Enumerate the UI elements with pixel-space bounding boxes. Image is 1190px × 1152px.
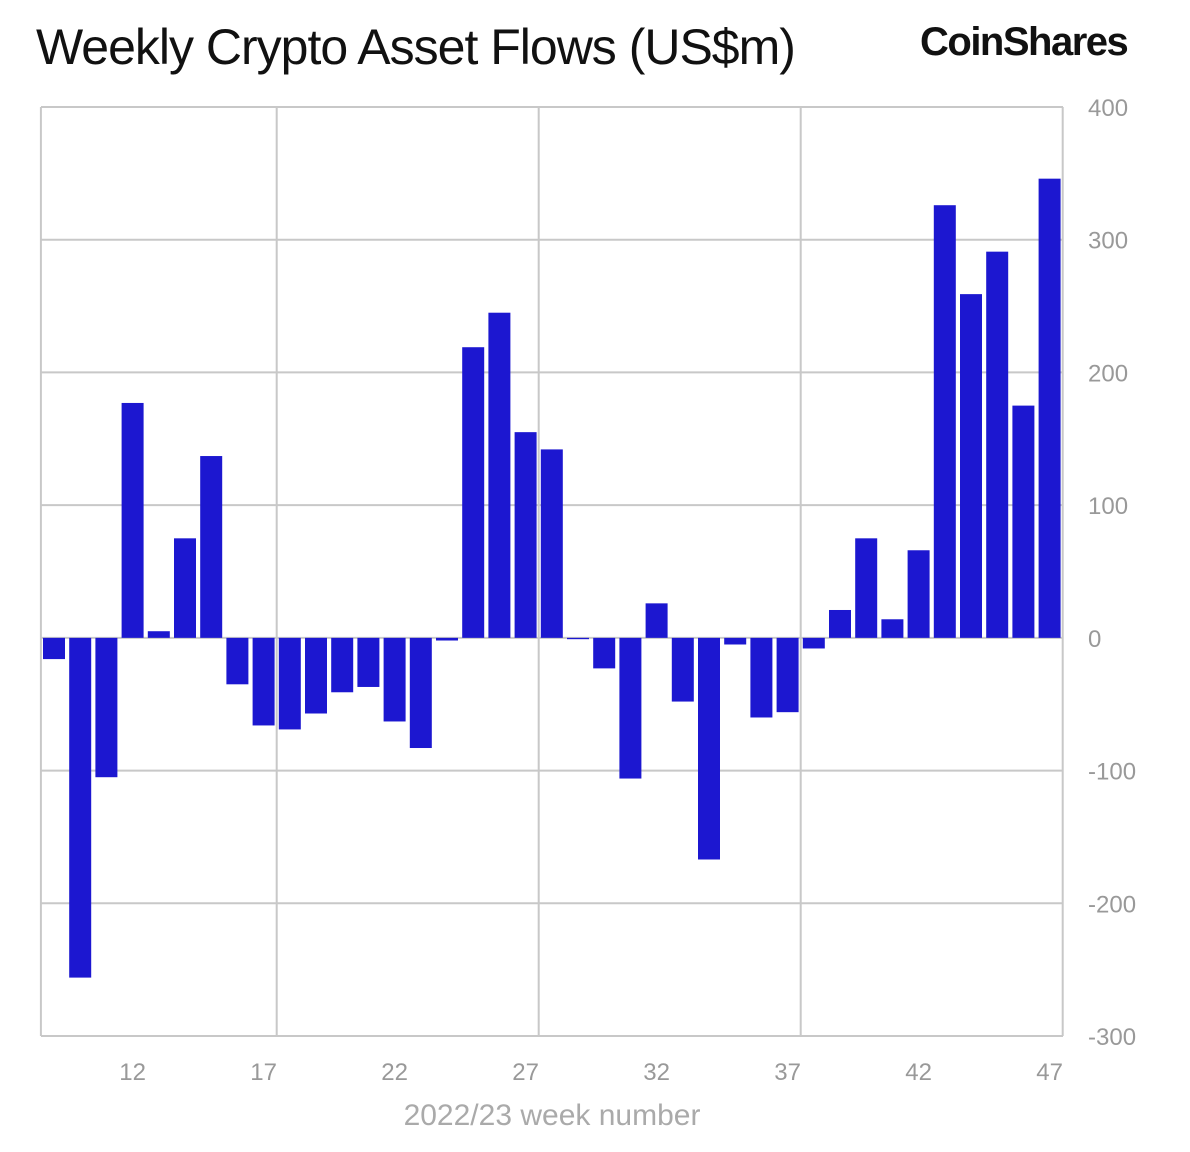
y-tick-label: 100 — [1088, 493, 1128, 520]
y-tick-label: 400 — [1088, 95, 1128, 122]
bar-week-24 — [436, 637, 458, 641]
bar-week-23 — [409, 637, 432, 749]
bar-week-38 — [802, 637, 825, 649]
coinshares-logo: CoinShares — [920, 20, 1129, 64]
bar-week-14 — [174, 538, 196, 638]
bar-week-11 — [95, 637, 118, 778]
bar-week-34 — [698, 637, 720, 860]
bar-week-10 — [69, 637, 92, 978]
bar-week-21 — [357, 637, 380, 687]
bar-week-25 — [462, 347, 485, 638]
y-tick-label: 0 — [1088, 626, 1101, 653]
x-tick-label: 22 — [381, 1059, 408, 1086]
x-tick-label: 37 — [774, 1059, 801, 1086]
bar-week-15 — [200, 456, 223, 638]
x-tick-label: 47 — [1036, 1059, 1063, 1086]
x-tick-label: 32 — [643, 1059, 670, 1086]
bar-week-40 — [855, 538, 878, 638]
bar-week-47 — [1038, 178, 1061, 638]
x-tick-label: 12 — [119, 1059, 146, 1086]
bar-week-17 — [252, 637, 275, 726]
bar-week-26 — [488, 312, 511, 638]
bar-week-19 — [305, 637, 327, 714]
bar-week-16 — [226, 637, 249, 685]
bar-week-44 — [960, 294, 982, 638]
y-tick-label: -300 — [1088, 1024, 1136, 1051]
bar-week-36 — [750, 637, 773, 718]
y-tick-label: 300 — [1088, 228, 1128, 255]
bar-week-37 — [776, 637, 799, 713]
x-axis-label: 2022/23 week number — [404, 1099, 701, 1132]
bar-week-9 — [43, 637, 65, 660]
bar-week-33 — [671, 637, 694, 702]
y-tick-label: 200 — [1088, 360, 1128, 387]
bar-week-28 — [540, 449, 563, 638]
bar-week-42 — [907, 550, 930, 638]
bar-week-46 — [1012, 405, 1035, 638]
bar-week-39 — [829, 609, 851, 638]
bar-week-35 — [724, 637, 747, 645]
y-tick-label: -100 — [1088, 759, 1136, 786]
bar-week-41 — [881, 619, 904, 638]
bar-week-27 — [514, 432, 537, 638]
bar-week-43 — [933, 205, 956, 638]
x-tick-label: 17 — [250, 1059, 277, 1086]
bar-week-20 — [331, 637, 354, 693]
x-tick-label: 42 — [905, 1059, 932, 1086]
chart-title: Weekly Crypto Asset Flows (US$m) — [36, 19, 796, 75]
bar-week-31 — [619, 637, 642, 779]
x-tick-label: 27 — [512, 1059, 539, 1086]
y-tick-label: -200 — [1088, 891, 1136, 918]
bar-week-22 — [383, 637, 406, 722]
bar-week-32 — [645, 603, 668, 638]
bar-week-29 — [567, 637, 589, 640]
bar-week-12 — [121, 402, 144, 638]
bar-week-45 — [986, 251, 1009, 638]
bar-week-18 — [278, 637, 301, 730]
bar-week-30 — [593, 637, 616, 669]
bar-week-13 — [147, 631, 170, 638]
